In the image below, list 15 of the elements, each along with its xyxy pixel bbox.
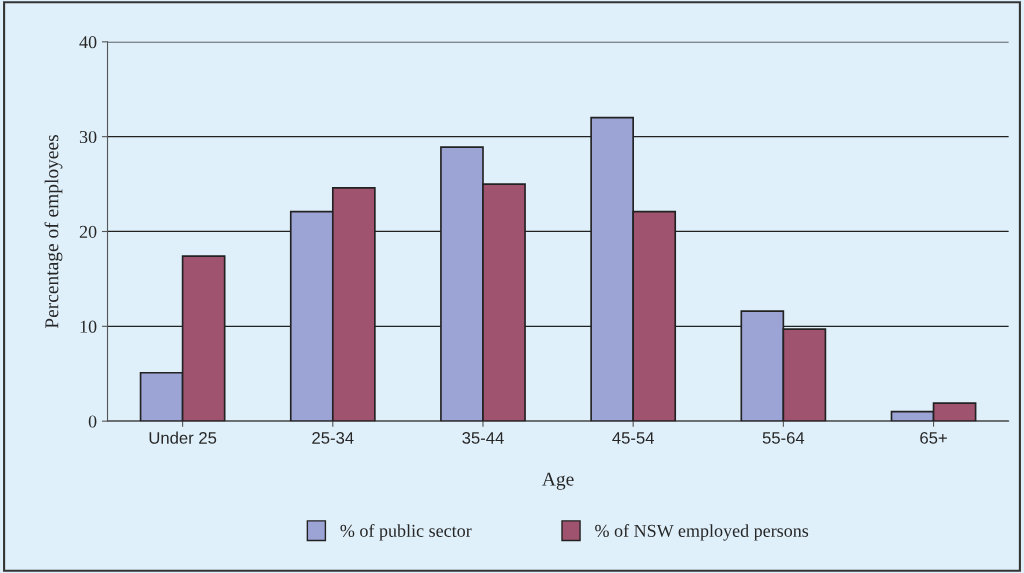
legend-label: % of NSW employed persons [595,524,809,541]
legend-label: % of public sector [340,524,472,541]
y-axis-title: Percentage of employees [44,135,63,329]
x-axis-title: Age [542,472,574,490]
x-tick-label: 35-44 [462,432,504,444]
x-tick-label: 45-54 [612,432,654,444]
x-tick-label: 65+ [920,432,947,444]
y-tick-label: 10 [80,320,97,333]
y-tick-label: 30 [79,130,97,144]
x-tick-label: 55-64 [762,432,805,444]
y-tick-label: 40 [79,36,97,49]
x-tick-label: Under 25 [149,431,217,444]
x-tick-label: 25-34 [312,432,354,444]
y-tick-label: 20 [79,225,97,238]
y-tick-label: 0 [88,415,97,428]
